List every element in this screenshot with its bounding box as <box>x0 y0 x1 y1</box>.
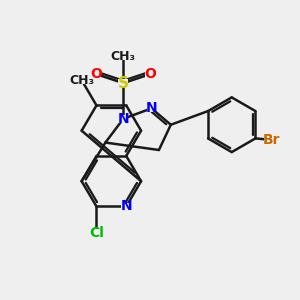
Bar <box>147 104 156 112</box>
Text: N: N <box>117 112 129 126</box>
Text: N: N <box>120 200 132 214</box>
Bar <box>145 70 155 78</box>
Bar <box>113 52 133 60</box>
Text: CH₃: CH₃ <box>69 74 94 87</box>
Text: O: O <box>91 67 102 81</box>
Text: Cl: Cl <box>89 226 104 240</box>
Bar <box>118 115 128 123</box>
Bar <box>118 79 128 87</box>
Bar <box>89 230 104 237</box>
Text: CH₃: CH₃ <box>111 50 136 63</box>
Bar <box>265 136 279 144</box>
Text: O: O <box>144 67 156 81</box>
Text: N: N <box>146 101 157 116</box>
Bar <box>122 202 131 210</box>
Bar <box>72 76 92 84</box>
Text: Br: Br <box>263 133 281 147</box>
Text: S: S <box>118 76 129 91</box>
Bar <box>92 70 101 78</box>
